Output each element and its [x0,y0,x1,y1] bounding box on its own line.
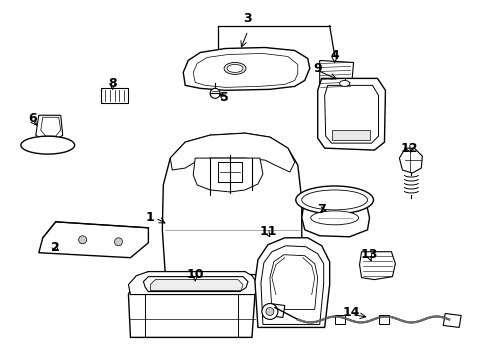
Polygon shape [170,133,294,172]
Text: 11: 11 [259,225,276,238]
Polygon shape [41,117,61,136]
Ellipse shape [339,80,349,86]
Text: 8: 8 [108,77,117,90]
Ellipse shape [226,64,243,72]
Text: 10: 10 [186,268,203,281]
Text: 12: 12 [400,141,417,155]
Polygon shape [150,280,243,291]
Polygon shape [269,255,317,310]
Text: 1: 1 [146,211,154,224]
Text: 14: 14 [342,306,360,319]
Text: 6: 6 [28,112,37,125]
Circle shape [210,88,220,98]
Text: 7: 7 [317,203,325,216]
Polygon shape [162,133,301,275]
Text: 2: 2 [51,241,60,254]
Text: 13: 13 [360,248,377,261]
Polygon shape [317,78,385,150]
Polygon shape [261,246,323,324]
Polygon shape [399,148,422,173]
Polygon shape [128,272,254,337]
Text: 9: 9 [313,62,322,75]
Polygon shape [193,54,297,87]
Polygon shape [331,130,369,140]
Polygon shape [301,198,369,237]
Polygon shape [143,276,247,292]
Polygon shape [319,60,353,88]
Ellipse shape [310,211,358,225]
Polygon shape [39,222,148,258]
Ellipse shape [21,136,75,154]
Circle shape [265,307,273,315]
Polygon shape [324,85,378,143]
Polygon shape [183,48,309,90]
Polygon shape [36,115,62,140]
Text: 3: 3 [243,12,252,25]
Polygon shape [193,158,263,192]
Polygon shape [442,314,460,328]
Polygon shape [359,252,395,280]
Circle shape [114,238,122,246]
Ellipse shape [301,190,367,210]
Text: 5: 5 [219,91,228,104]
Text: 4: 4 [329,49,338,62]
Polygon shape [254,238,329,328]
Polygon shape [267,303,285,318]
Polygon shape [101,88,128,103]
Circle shape [262,303,277,319]
Circle shape [79,236,86,244]
Ellipse shape [224,62,245,75]
Polygon shape [218,162,242,182]
Polygon shape [379,315,388,324]
Polygon shape [128,272,258,294]
Ellipse shape [295,186,373,214]
Polygon shape [334,315,344,324]
